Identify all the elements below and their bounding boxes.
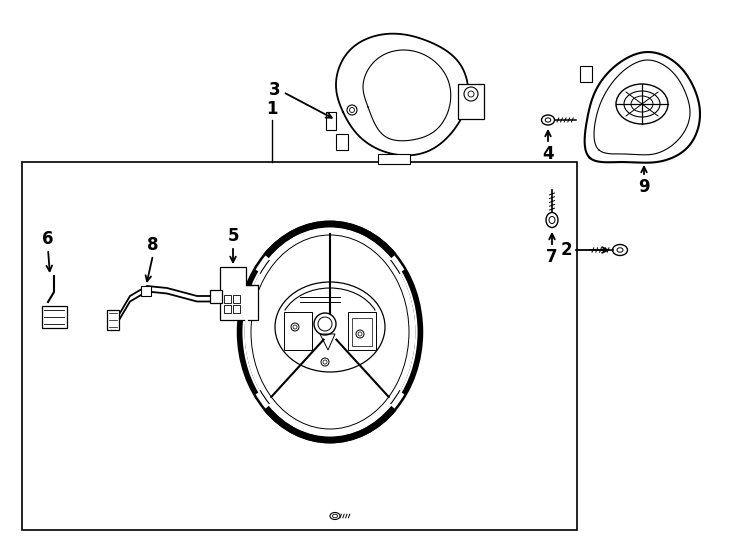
Ellipse shape — [291, 323, 299, 331]
Text: 3: 3 — [269, 81, 280, 99]
Ellipse shape — [275, 282, 385, 372]
Bar — [107, 310, 119, 330]
Bar — [233, 295, 240, 303]
Polygon shape — [336, 134, 348, 150]
Polygon shape — [585, 52, 700, 163]
Ellipse shape — [612, 245, 628, 255]
Text: 4: 4 — [542, 145, 554, 163]
Bar — [224, 295, 231, 303]
Ellipse shape — [238, 222, 422, 442]
Ellipse shape — [330, 512, 340, 519]
Polygon shape — [220, 267, 258, 320]
Text: 2: 2 — [560, 241, 572, 259]
Bar — [352, 318, 372, 346]
Bar — [42, 306, 67, 328]
Ellipse shape — [542, 115, 554, 125]
Bar — [580, 66, 592, 82]
Ellipse shape — [245, 229, 415, 435]
Bar — [210, 290, 222, 303]
Bar — [233, 305, 240, 313]
Bar — [284, 312, 312, 350]
Bar — [458, 84, 484, 119]
Bar — [22, 162, 577, 530]
Text: 7: 7 — [546, 248, 558, 266]
Text: 9: 9 — [638, 178, 650, 196]
Polygon shape — [326, 112, 336, 130]
Text: 5: 5 — [228, 227, 239, 245]
Ellipse shape — [546, 213, 558, 227]
Polygon shape — [336, 33, 468, 156]
Bar — [141, 286, 151, 296]
Text: 6: 6 — [43, 230, 54, 248]
Bar — [348, 312, 376, 350]
Polygon shape — [378, 154, 410, 164]
Text: 1: 1 — [266, 100, 277, 118]
Ellipse shape — [356, 330, 364, 338]
Bar — [224, 305, 231, 313]
Ellipse shape — [314, 313, 336, 335]
Ellipse shape — [347, 105, 357, 115]
Text: 8: 8 — [148, 236, 159, 254]
Ellipse shape — [321, 358, 329, 366]
